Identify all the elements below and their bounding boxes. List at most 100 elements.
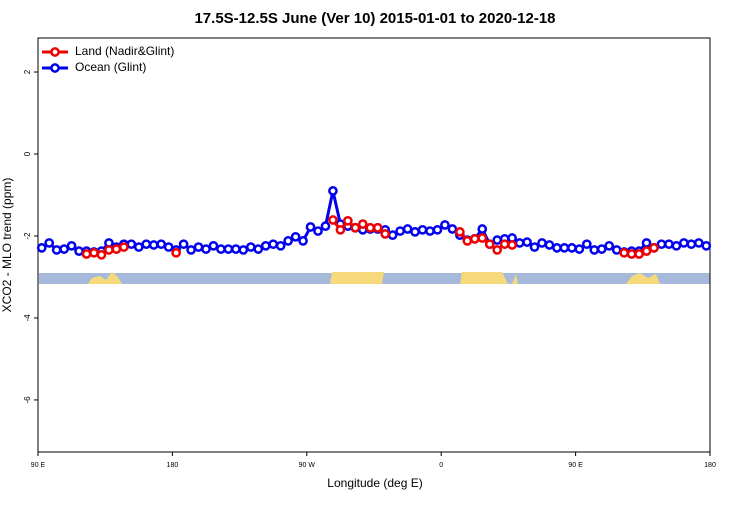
point xyxy=(492,235,503,245)
point xyxy=(59,244,69,254)
point xyxy=(604,240,615,251)
point xyxy=(477,224,488,234)
point xyxy=(126,239,137,250)
point xyxy=(216,244,226,254)
point xyxy=(89,247,99,258)
point xyxy=(574,244,585,254)
point xyxy=(432,224,443,235)
point xyxy=(701,240,712,251)
point xyxy=(186,245,196,255)
point xyxy=(245,242,256,252)
y-tick-label: -2 xyxy=(23,232,32,240)
point xyxy=(290,231,301,242)
point xyxy=(440,220,450,230)
point xyxy=(611,245,622,255)
y-tick-label: 2 xyxy=(23,69,32,74)
point xyxy=(567,243,577,253)
point xyxy=(634,249,644,259)
y-tick-label: -4 xyxy=(23,314,32,322)
point xyxy=(156,239,167,250)
point xyxy=(679,238,689,248)
point xyxy=(417,224,428,235)
point xyxy=(664,239,674,250)
y-tick-label: 0 xyxy=(23,151,32,156)
point xyxy=(260,240,271,251)
legend-label: Land (Nadir&Glint) xyxy=(75,44,174,58)
point xyxy=(320,221,331,231)
point xyxy=(693,238,704,248)
point xyxy=(231,244,241,254)
point xyxy=(268,239,279,250)
x-tick-label: 90 E xyxy=(568,462,583,469)
point xyxy=(104,245,114,255)
point xyxy=(51,245,62,255)
legend-marker xyxy=(50,63,60,73)
point xyxy=(372,222,383,233)
x-tick-label: 180 xyxy=(167,462,179,469)
point xyxy=(559,243,570,253)
legend-label: Ocean (Glint) xyxy=(75,60,146,74)
point xyxy=(357,219,368,229)
point xyxy=(649,243,659,253)
x-tick-label: 180 xyxy=(704,462,716,469)
point xyxy=(141,239,152,250)
point xyxy=(626,249,637,259)
point xyxy=(462,236,473,246)
point xyxy=(365,222,376,233)
point xyxy=(133,242,144,252)
point xyxy=(410,227,420,237)
point xyxy=(275,240,286,251)
point xyxy=(201,244,211,254)
point xyxy=(425,226,435,236)
legend: Land (Nadir&Glint) Ocean (Glint) xyxy=(42,44,174,74)
point xyxy=(298,236,308,246)
point xyxy=(589,245,600,255)
point xyxy=(641,246,652,256)
point xyxy=(96,249,107,260)
point xyxy=(119,242,129,252)
point xyxy=(671,240,682,251)
point xyxy=(469,234,480,244)
y-tick-label: -6 xyxy=(23,396,32,404)
x-tick-label: 90 W xyxy=(299,462,316,469)
point xyxy=(343,215,353,226)
point xyxy=(328,215,338,225)
point xyxy=(544,240,555,250)
point xyxy=(499,239,510,250)
point xyxy=(537,238,547,248)
point xyxy=(529,242,540,252)
point xyxy=(111,244,122,254)
point xyxy=(163,242,174,252)
point xyxy=(193,242,204,252)
land-mask xyxy=(39,272,710,284)
point xyxy=(492,245,503,255)
point xyxy=(44,238,55,248)
point xyxy=(313,226,323,236)
point xyxy=(208,240,219,251)
point xyxy=(507,240,517,250)
point xyxy=(238,245,249,255)
point xyxy=(328,186,338,196)
point xyxy=(581,239,592,250)
point xyxy=(350,222,361,233)
chart-title: 17.5S-12.5S June (Ver 10) 2015-01-01 to … xyxy=(194,10,555,27)
point xyxy=(656,239,667,250)
point xyxy=(148,240,159,250)
point xyxy=(455,227,465,237)
y-axis-label: XCO2 - MLO trend (ppm) xyxy=(0,178,14,313)
point xyxy=(335,224,346,235)
point xyxy=(81,249,92,259)
point xyxy=(484,239,495,250)
legend-marker xyxy=(50,47,60,57)
point xyxy=(178,239,189,250)
land-area xyxy=(88,272,660,284)
point xyxy=(514,238,525,248)
point xyxy=(283,236,293,246)
point xyxy=(66,240,77,251)
point xyxy=(686,239,697,250)
point xyxy=(253,244,264,254)
point xyxy=(447,224,458,234)
point xyxy=(36,243,47,253)
point xyxy=(387,230,398,241)
